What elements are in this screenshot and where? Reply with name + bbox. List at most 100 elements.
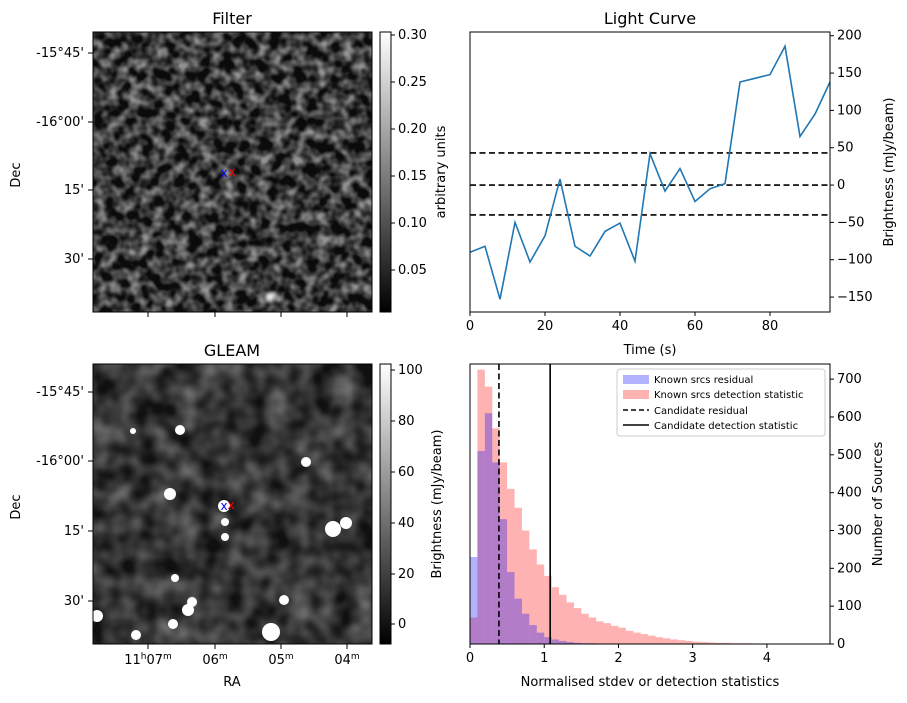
filter-marker-blue: x: [220, 166, 227, 180]
legend-swatch-residual: [623, 375, 649, 384]
light-curve-plot: 0 20 40 60 80 −150 −100 −50 0 50 100 150 200: [466, 29, 873, 334]
light-curve-y-tick-label: 150: [837, 66, 862, 81]
light-curve-ylabel: Brightness (mJy/beam): [882, 98, 897, 247]
gleam-colorbar-tick-label: 80: [398, 414, 415, 429]
gleam-marker-red: x: [227, 498, 234, 512]
gleam-xlabel: RA: [223, 675, 241, 690]
histogram-bar-detection: [611, 626, 618, 644]
histogram-x-tick-label: 3: [689, 651, 697, 666]
histogram-bar-residual: [507, 572, 514, 644]
gleam-ra-ticks: 11h07m 06m 05m 04m: [124, 644, 359, 668]
light-curve-x-tick-label: 60: [687, 319, 704, 334]
histogram-y-tick-label: 700: [837, 372, 862, 387]
light-curve-y-tick-label: −50: [837, 215, 864, 230]
light-curve-x-tick-label: 80: [762, 319, 779, 334]
gleam-panel: GLEAM x x Dec: [9, 341, 445, 690]
filter-marker-red: x: [228, 165, 235, 179]
legend-label: Candidate residual: [654, 406, 748, 417]
filter-dec-tick-label: 30': [64, 252, 84, 267]
gleam-colorbar-tick-label: 100: [398, 363, 423, 378]
filter-ra-ticks: [148, 312, 347, 317]
histogram-bar-detection: [626, 631, 633, 644]
histogram-bar-detection: [596, 621, 603, 644]
gleam-colorbar-ticks: 100 80 60 40 20 0: [391, 363, 423, 632]
gleam-ra-tick-label: 05m: [268, 652, 293, 668]
filter-ylabel: Dec: [9, 162, 24, 187]
histogram-bar-detection: [648, 636, 655, 644]
gleam-dec-tick-label: 30': [64, 594, 84, 609]
gleam-ra-tick-label: 04m: [334, 652, 359, 668]
histogram-x-tick-label: 0: [466, 651, 474, 666]
histogram-bar-residual: [500, 519, 507, 644]
histogram-bar-detection: [559, 595, 566, 644]
legend-label: Known srcs residual: [654, 375, 753, 386]
gleam-ra-tick-label: 06m: [202, 652, 227, 668]
filter-dec-ticks: -15°45' -16°00' 15' 30': [36, 46, 93, 267]
light-curve-y-tick-label: 100: [837, 103, 862, 118]
histogram-bar-detection: [663, 638, 670, 644]
light-curve-y-tick-label: −100: [837, 253, 873, 268]
gleam-colorbar-label: Brightness (mJy/beam): [430, 430, 445, 579]
histogram-y-tick-label: 200: [837, 561, 862, 576]
light-curve-panel: Light Curve 0 20 40 60 80 −150 −100 −50 0 50 100 15…: [466, 9, 897, 358]
light-curve-y-tick-label: 200: [837, 29, 862, 44]
gleam-dec-tick-label: 15': [64, 524, 84, 539]
legend-swatch-detection: [623, 390, 649, 399]
histogram-y-tick-label: 0: [837, 637, 845, 652]
light-curve-y-tick-label: −150: [837, 290, 873, 305]
gleam-title: GLEAM: [204, 341, 260, 360]
histogram-legend: Known srcs residual Known srcs detection…: [617, 369, 825, 436]
histogram-bar-residual: [515, 599, 522, 644]
gleam-markers: x x: [220, 498, 234, 513]
histogram-y-tick-label: 300: [837, 523, 862, 538]
gleam-colorbar-tick-label: 40: [398, 516, 415, 531]
light-curve-title: Light Curve: [604, 9, 696, 28]
histogram-bar-detection: [618, 628, 625, 644]
histogram-y-tick-label: 600: [837, 410, 862, 425]
histogram-bar-detection: [574, 608, 581, 644]
gleam-dec-tick-label: -15°45': [36, 385, 84, 400]
filter-panel: Filter x x Dec -15°45' -16°00' 15' 30': [9, 9, 449, 317]
histogram-x-tick-label: 2: [614, 651, 622, 666]
histogram-bar-residual: [522, 614, 529, 644]
histogram-y-tick-label: 500: [837, 448, 862, 463]
histogram-bar-residual: [552, 639, 559, 644]
histogram-bar-residual: [537, 633, 544, 644]
histogram-bar-residual: [477, 451, 484, 644]
filter-colorbar-tick-label: 0.15: [398, 169, 427, 184]
filter-colorbar: [380, 32, 391, 312]
filter-colorbar-tick-label: 0.05: [398, 263, 427, 278]
filter-colorbar-tick-label: 0.20: [398, 122, 427, 137]
light-curve-y-tick-label: 0: [837, 178, 845, 193]
filter-title: Filter: [212, 9, 252, 28]
histogram-xlabel: Normalised stdev or detection statistics: [521, 675, 780, 690]
gleam-dec-ticks: -15°45' -16°00' 15' 30': [36, 385, 93, 609]
light-curve-x-tick-label: 20: [537, 319, 554, 334]
histogram-bar-detection: [537, 565, 544, 644]
histogram-bar-detection: [656, 637, 663, 644]
histogram-bar-detection: [678, 640, 685, 644]
histogram-bar-detection: [552, 587, 559, 644]
light-curve-y-tick-label: 50: [837, 141, 854, 156]
histogram-bar-detection: [589, 618, 596, 644]
histogram-x-tick-label: 1: [540, 651, 548, 666]
light-curve-x-tick-label: 0: [466, 319, 474, 334]
gleam-colorbar: [380, 364, 391, 644]
histogram-bar-detection: [633, 633, 640, 644]
histogram-bar-residual: [470, 557, 477, 644]
light-curve-frame: [470, 32, 830, 312]
filter-dec-tick-label: -15°45': [36, 46, 84, 61]
histogram-bar-detection: [604, 623, 611, 644]
filter-markers: x x: [220, 165, 235, 180]
histogram-bar-residual: [529, 625, 536, 644]
gleam-ra-tick-label: 11h07m: [124, 652, 172, 668]
filter-colorbar-label: arbitrary units: [434, 125, 449, 218]
light-curve-x-tick-label: 40: [612, 319, 629, 334]
gleam-ylabel: Dec: [9, 494, 24, 519]
legend-label: Candidate detection statistic: [654, 421, 798, 432]
gleam-colorbar-tick-label: 20: [398, 567, 415, 582]
gleam-dec-tick-label: -16°00': [36, 454, 84, 469]
filter-colorbar-ticks: 0.30 0.25 0.20 0.15 0.10 0.05: [391, 28, 427, 278]
